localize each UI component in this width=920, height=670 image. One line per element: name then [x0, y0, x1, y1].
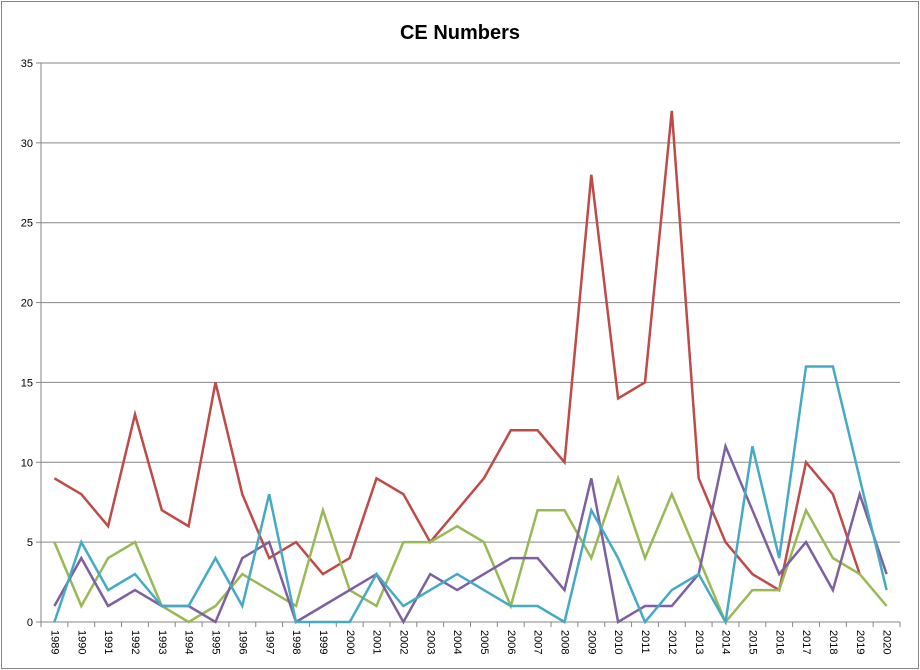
series-line-2	[53, 474, 888, 625]
x-tick-label: 2011	[639, 630, 651, 654]
y-tick-label: 10	[21, 457, 33, 469]
x-tick-label: 1993	[156, 630, 168, 654]
y-tick-label: 35	[21, 58, 33, 70]
x-tick-label: 2015	[746, 630, 758, 654]
x-tick-label: 2010	[612, 630, 624, 654]
x-tick-label: 1990	[75, 630, 87, 654]
x-tick-label: 2004	[451, 630, 463, 654]
y-tick-label: 25	[21, 218, 33, 230]
chart-title: CE Numbers	[399, 22, 521, 44]
x-tick-label: 2009	[585, 630, 597, 654]
x-tick-label: 2020	[881, 630, 893, 654]
y-tick-label: 20	[21, 298, 33, 310]
x-tick-label: 2012	[666, 630, 678, 654]
x-tick-label: 2002	[397, 630, 409, 654]
x-tick-label: 2018	[827, 630, 839, 654]
x-tick-label: 2017	[800, 630, 812, 654]
x-tick-label: 2003	[424, 630, 436, 654]
x-tick-label: 1992	[129, 630, 141, 654]
y-tick-label: 0	[27, 617, 33, 629]
x-tick-label: 2000	[344, 630, 356, 654]
x-tick-label: 2006	[505, 630, 517, 654]
x-tick-label: 2005	[478, 630, 490, 654]
x-tick-label: 1994	[183, 630, 195, 654]
series-line-1	[53, 110, 861, 593]
x-tick-label: 1999	[317, 630, 329, 654]
x-tick-label: 1996	[236, 630, 248, 654]
x-tick-label: 2013	[693, 630, 705, 654]
series-line-4	[53, 365, 888, 626]
x-tick-label: 1991	[102, 630, 114, 654]
x-tick-label: 2001	[371, 630, 383, 654]
x-tick-label: 2014	[720, 630, 732, 654]
x-tick-label: 2016	[773, 630, 785, 654]
y-tick-label: 15	[21, 377, 33, 389]
x-tick-label: 2008	[559, 630, 571, 654]
x-tick-label: 2019	[854, 630, 866, 654]
y-tick-label: 30	[21, 138, 33, 150]
x-tick-label: 1995	[210, 630, 222, 654]
y-tick-label: 5	[27, 537, 33, 549]
x-tick-label: 1997	[263, 630, 275, 654]
x-tick-label: 1998	[290, 630, 302, 654]
x-tick-label: 2007	[532, 630, 544, 654]
x-tick-label: 1989	[49, 630, 61, 654]
